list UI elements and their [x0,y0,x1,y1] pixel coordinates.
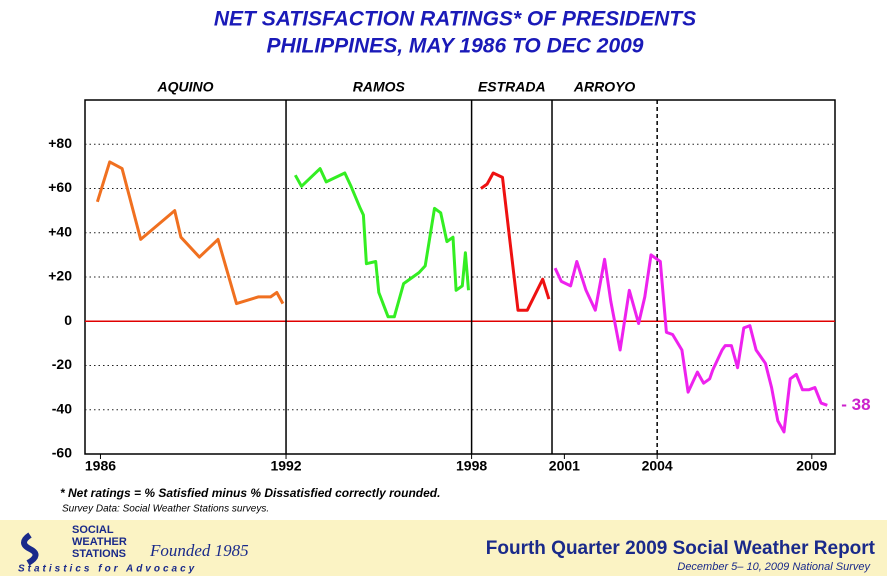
tagline: Statistics for Advocacy [18,564,197,575]
x-tick-label: 1998 [456,458,487,474]
logo-text: STATIONS [72,548,126,560]
founded: Founded 1985 [149,541,249,560]
y-tick-label: +80 [48,135,72,151]
y-tick-label: -60 [52,445,72,461]
data-label: - 38 [841,395,870,414]
legend-label: ARROYO [573,79,636,95]
x-tick-label: 1986 [85,458,116,474]
y-tick-label: +40 [48,223,72,239]
legend-label: RAMOS [353,79,406,95]
chart-subtitle: PHILIPPINES, MAY 1986 TO DEC 2009 [267,35,644,58]
y-tick-label: -20 [52,356,72,372]
survey-dates: December 5– 10, 2009 National Survey [677,561,871,573]
x-tick-label: 1992 [270,458,301,474]
chart-title: NET SATISFACTION RATINGS* OF PRESIDENTS [214,8,696,31]
x-tick-label: 2004 [642,458,673,474]
legend-label: AQUINO [157,79,214,95]
logo-text: WEATHER [72,536,127,548]
footnote: * Net ratings = % Satisfied minus % Diss… [60,486,440,500]
report-title: Fourth Quarter 2009 Social Weather Repor… [486,538,876,559]
y-tick-label: +60 [48,179,72,195]
series-line [480,171,551,312]
series-line [293,167,470,319]
source: Survey Data: Social Weather Stations sur… [62,504,269,515]
x-tick-label: 2001 [549,458,580,474]
logo-mark [21,532,39,566]
y-tick-label: 0 [64,312,72,328]
y-tick-label: -40 [52,400,72,416]
y-tick-label: +20 [48,268,72,284]
series-line [553,253,828,434]
legend-label: ESTRADA [478,79,546,95]
x-tick-label: 2009 [796,458,827,474]
footer-band [0,520,887,576]
series-line [95,160,285,306]
logo-text: SOCIAL [72,524,114,536]
